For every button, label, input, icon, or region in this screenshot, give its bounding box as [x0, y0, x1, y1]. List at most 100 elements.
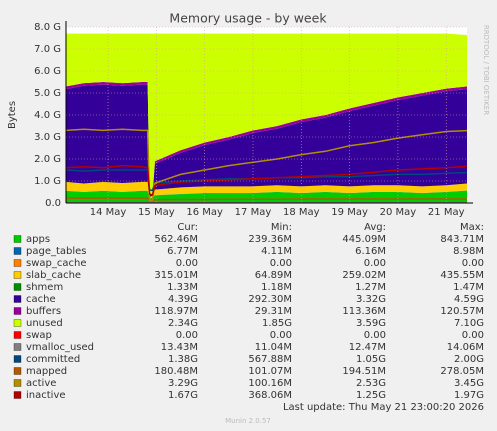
line	[65, 169, 468, 192]
y-tick-label: 0.0	[45, 198, 61, 209]
legend-stat: 3.59G	[356, 318, 386, 329]
legend-stat: 1.97G	[454, 390, 484, 401]
line	[65, 164, 468, 196]
legend-stat: 1.27M	[355, 282, 386, 293]
legend-swatch	[13, 235, 22, 243]
legend-stat: 445.09M	[342, 234, 386, 245]
legend-stat: 567.88M	[248, 354, 292, 365]
legend-swatch	[13, 343, 22, 351]
legend-stat: 292.30M	[248, 294, 292, 305]
legend-stat: 562.46M	[154, 234, 198, 245]
legend-stat: 14.06M	[447, 342, 484, 353]
legend-stat: 101.07M	[248, 366, 292, 377]
legend-stat: 180.48M	[154, 366, 198, 377]
area	[66, 84, 467, 197]
legend-stat: 120.57M	[440, 306, 484, 317]
y-tick-label: 3.0 G	[34, 132, 61, 143]
legend-stat: 0.00	[462, 258, 484, 269]
legend-swatch	[13, 247, 22, 255]
legend-stat: 6.16M	[355, 246, 386, 257]
legend-stat: 2.53G	[356, 378, 386, 389]
legend-stat: 0.00	[462, 330, 484, 341]
legend-swatch	[13, 379, 22, 387]
area	[66, 190, 467, 203]
x-tick-label: 15 May	[138, 207, 175, 218]
legend-stat: 4.11M	[261, 246, 292, 257]
legend-stat: 0.00	[364, 330, 386, 341]
legend-stat: 1.85G	[262, 318, 292, 329]
y-tick-label: 1.0 G	[34, 176, 61, 187]
x-tick-label: 19 May	[331, 207, 368, 218]
legend-label: apps	[26, 234, 50, 245]
legend-swatch	[13, 259, 22, 267]
x-tick-label: 18 May	[283, 207, 320, 218]
legend-stat: 1.05G	[356, 354, 386, 365]
legend-stat: 6.77M	[167, 246, 198, 257]
x-tick-label: 14 May	[90, 207, 127, 218]
legend-label: inactive	[26, 390, 66, 401]
legend-stat: 3.29G	[168, 378, 198, 389]
area	[66, 82, 467, 195]
legend-stat: 3.45G	[454, 378, 484, 389]
legend-label: mapped	[26, 366, 67, 377]
legend-stat: 1.33M	[167, 282, 198, 293]
version: Munin 2.0.57	[225, 417, 271, 425]
legend-label: swap_cache	[26, 258, 86, 269]
legend-label: page_tables	[26, 246, 87, 257]
legend-label: shmem	[26, 282, 63, 293]
legend-stat: 12.47M	[349, 342, 386, 353]
legend-header: Min:	[271, 222, 292, 233]
legend-label: committed	[26, 354, 80, 365]
x-tick-label: 20 May	[380, 207, 417, 218]
y-tick-label: 2.0 G	[34, 154, 61, 165]
legend-stat: 1.18M	[261, 282, 292, 293]
y-tick-label: 6.0 G	[34, 66, 61, 77]
legend-swatch	[13, 319, 22, 327]
legend-stat: 4.59G	[454, 294, 484, 305]
legend-stat: 2.00G	[454, 354, 484, 365]
legend-stat: 278.05M	[440, 366, 484, 377]
legend-stat: 113.36M	[342, 306, 386, 317]
legend-header: Max:	[460, 222, 484, 233]
y-axis-label: Bytes	[7, 101, 18, 129]
area	[66, 181, 467, 199]
legend-label: vmalloc_used	[26, 342, 94, 353]
legend-stat: 194.51M	[342, 366, 386, 377]
legend-label: buffers	[26, 306, 61, 317]
legend-stat: 3.32G	[356, 294, 386, 305]
x-tick-label: 17 May	[235, 207, 272, 218]
legend-header: Avg:	[364, 222, 386, 233]
legend-stat: 0.00	[270, 258, 292, 269]
legend-swatch	[13, 271, 22, 279]
legend-stat: 315.01M	[154, 270, 198, 281]
legend-stat: 259.02M	[342, 270, 386, 281]
y-tick-label: 7.0 G	[34, 44, 61, 55]
legend-label: active	[26, 378, 56, 389]
legend-stat: 11.04M	[255, 342, 292, 353]
legend-stat: 1.67G	[168, 390, 198, 401]
y-tick-label: 8.0 G	[34, 22, 61, 33]
legend-label: unused	[26, 318, 63, 329]
chart-title: Memory usage - by week	[169, 11, 327, 26]
legend-swatch	[13, 331, 22, 339]
legend-stat: 0.00	[270, 330, 292, 341]
legend-stat: 1.38G	[168, 354, 198, 365]
line	[65, 128, 468, 202]
legend-stat: 0.00	[176, 258, 198, 269]
legend-stat: 29.31M	[255, 306, 292, 317]
line	[66, 197, 467, 202]
legend-swatch	[13, 355, 22, 363]
legend-swatch	[13, 295, 22, 303]
legend-stat: 435.55M	[440, 270, 484, 281]
legend-stat: 2.34G	[168, 318, 198, 329]
legend-stat: 100.16M	[248, 378, 292, 389]
legend-label: cache	[26, 294, 56, 305]
legend-stat: 239.36M	[248, 234, 292, 245]
legend-stat: 1.25G	[356, 390, 386, 401]
legend-stat: 0.00	[364, 258, 386, 269]
legend-stat: 1.47M	[453, 282, 484, 293]
legend-stat: 843.71M	[440, 234, 484, 245]
x-tick-label: 16 May	[186, 207, 223, 218]
legend-stat: 64.89M	[255, 270, 292, 281]
